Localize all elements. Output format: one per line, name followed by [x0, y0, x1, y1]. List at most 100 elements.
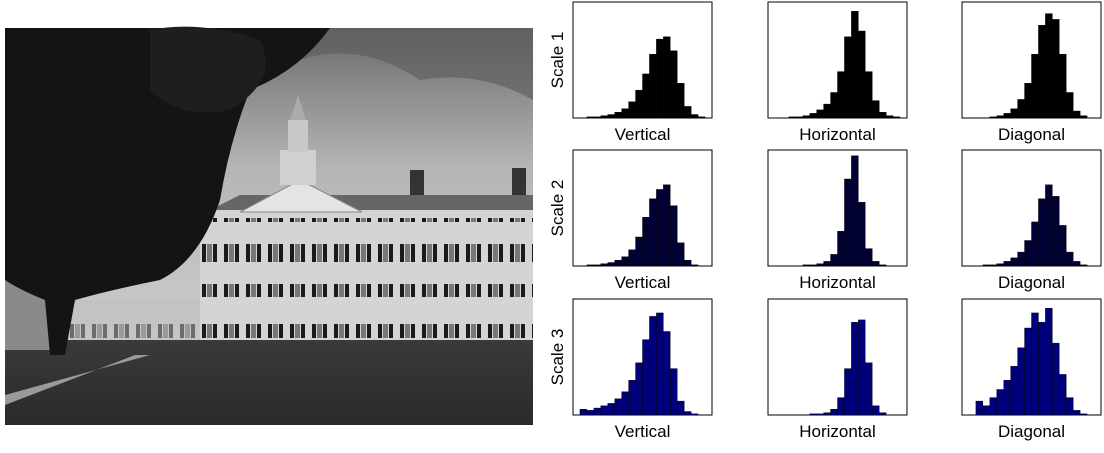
histogram-bar	[1038, 198, 1046, 267]
histogram-bar	[1003, 261, 1011, 267]
histogram-bar	[642, 339, 650, 416]
histogram-bar	[593, 264, 601, 267]
histogram-bar	[830, 409, 838, 416]
histogram-bar	[1010, 108, 1018, 119]
histogram-bar	[642, 217, 650, 267]
histogram-bar	[795, 116, 803, 119]
histogram-bar	[593, 116, 601, 119]
histogram-bar	[1045, 184, 1053, 267]
x-axis-label: Diagonal	[998, 273, 1065, 292]
histogram-bar	[1079, 115, 1088, 119]
histogram-bar	[635, 236, 643, 267]
histogram-bar	[809, 264, 817, 267]
histogram-bar	[1031, 221, 1039, 267]
histogram-bar	[1017, 99, 1025, 119]
histogram-bar	[858, 319, 866, 416]
histogram-bar	[1003, 113, 1011, 119]
histogram-bar	[982, 405, 990, 416]
histogram-bar	[649, 316, 657, 416]
histogram-bar	[1052, 19, 1060, 119]
histogram-bar	[851, 155, 859, 267]
histogram-bar	[816, 413, 824, 416]
histogram-bar	[1072, 110, 1081, 119]
histogram-bar	[858, 30, 866, 119]
histogram-bar	[823, 103, 831, 119]
x-axis-label: Horizontal	[799, 125, 876, 144]
histogram-bar	[844, 178, 852, 267]
histogram-bar	[1038, 25, 1046, 119]
histogram-bar	[600, 115, 608, 119]
histogram-bar	[1079, 413, 1088, 416]
histogram-bar	[1031, 54, 1039, 119]
histogram-bar	[670, 368, 678, 416]
x-axis-label: Vertical	[615, 273, 671, 292]
histogram-bar	[621, 256, 629, 267]
histogram-bar	[1059, 54, 1067, 119]
x-axis-label: Diagonal	[998, 422, 1065, 441]
histogram-bar	[885, 115, 894, 119]
histogram-bar	[663, 184, 671, 267]
histogram-bar	[684, 260, 692, 267]
histogram-bar	[844, 368, 852, 416]
histogram-bar	[684, 106, 692, 119]
histogram-bar	[989, 397, 997, 416]
histogram-bar	[649, 198, 657, 267]
histogram-bar	[677, 242, 685, 267]
histogram-bar	[858, 201, 866, 267]
histogram-bar	[1010, 257, 1018, 267]
histogram-bar	[830, 254, 838, 267]
histogram-bar	[1017, 251, 1025, 267]
x-axis-label: Horizontal	[799, 273, 876, 292]
histogram-bar	[809, 113, 817, 119]
histogram-bar	[823, 412, 831, 416]
x-axis-label: Diagonal	[998, 125, 1065, 144]
x-axis-label: Horizontal	[799, 422, 876, 441]
histogram-bar	[892, 116, 901, 119]
histogram-bar	[996, 263, 1004, 267]
histogram-bar	[607, 403, 615, 416]
histogram-bar	[663, 331, 671, 416]
histogram-bar	[677, 82, 685, 119]
histogram-bar	[614, 398, 622, 416]
histogram-bar	[879, 264, 887, 267]
histogram-bar	[635, 362, 643, 416]
histogram-bar	[1031, 312, 1039, 416]
histogram-bar	[621, 108, 629, 119]
histogram-bar	[996, 115, 1004, 119]
histogram-bar	[656, 189, 664, 267]
histogram-bar	[1066, 92, 1074, 119]
histogram-bar	[982, 264, 990, 267]
histogram-bar	[600, 263, 608, 267]
histogram-bar	[663, 36, 671, 119]
histogram-bar	[656, 38, 664, 119]
histogram-bar	[1052, 196, 1060, 267]
histogram-bar	[586, 116, 595, 119]
histogram-bar	[816, 263, 824, 267]
histogram-bar	[628, 249, 636, 267]
x-axis-label: Vertical	[615, 422, 671, 441]
photo	[5, 26, 533, 425]
x-axis-label: Vertical	[615, 125, 671, 144]
histogram-bar	[802, 264, 810, 267]
histogram-bar	[1003, 380, 1011, 416]
histogram-bar	[642, 73, 650, 119]
histogram-bar	[1072, 410, 1081, 416]
histogram-bar	[670, 205, 678, 267]
histogram-bar	[1024, 327, 1032, 416]
histogram-bar	[989, 116, 997, 119]
histogram-bar	[635, 89, 643, 119]
histogram-bar	[851, 322, 859, 416]
histogram-bar	[670, 50, 678, 119]
histogram-bar	[628, 101, 636, 119]
histogram-bar	[996, 389, 1004, 416]
histogram-bar	[865, 248, 873, 267]
histogram-bar	[628, 380, 636, 416]
histogram-bar	[1045, 13, 1053, 119]
y-axis-label: Scale 1	[548, 32, 567, 89]
histogram-bar	[851, 11, 859, 119]
histogram-bar	[684, 411, 692, 416]
histogram-bar	[690, 413, 699, 416]
histogram-bar	[844, 36, 852, 119]
histogram-bar	[879, 111, 887, 119]
